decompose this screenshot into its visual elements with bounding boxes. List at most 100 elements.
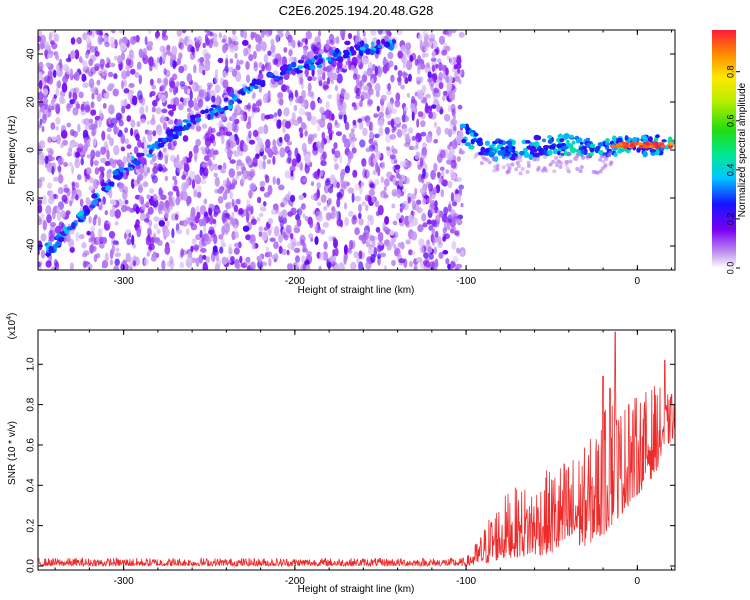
spectrogram-cell <box>320 114 327 121</box>
spectrogram-cell <box>203 225 207 234</box>
spectrogram-ridge-cell <box>105 186 110 191</box>
spectrogram-cell <box>104 223 111 231</box>
spectrogram-ridge-cell <box>644 141 650 146</box>
spectrogram-cell <box>112 88 119 97</box>
spectrogram-ridge-cell <box>334 48 340 54</box>
spectrogram-cell <box>278 32 284 38</box>
spectrogram-cell <box>265 30 271 37</box>
spectrogram-cell <box>56 211 62 221</box>
y-tick-label: 40 <box>26 48 37 60</box>
spectrogram-ridge-cell <box>575 138 581 144</box>
spectrogram-faint-cell <box>607 153 612 158</box>
spectrogram-ridge-cell <box>64 228 70 235</box>
spectrogram-cell <box>74 71 80 82</box>
spectrogram-cell <box>379 116 384 127</box>
spectrogram-cell <box>434 258 439 268</box>
spectrogram-cell <box>269 237 276 243</box>
spectrogram-ridge-cell <box>313 55 319 60</box>
spectrogram-cell <box>57 165 62 173</box>
colorbar-label: Normalized spectral amplitude <box>737 82 748 217</box>
spectrogram-cell <box>96 79 101 86</box>
spectrogram-cell <box>378 126 384 137</box>
spectrogram-cell <box>99 58 105 67</box>
spectrogram-cell <box>226 177 230 187</box>
spectrogram-faint-cell <box>501 165 506 170</box>
spectrogram-faint-cell <box>609 160 614 165</box>
spectrogram-cell <box>131 234 135 246</box>
spectrogram-cell <box>455 263 463 269</box>
spectrogram-cell <box>92 86 99 95</box>
spectrogram-cell <box>114 252 122 258</box>
spectrogram-cell <box>55 87 60 97</box>
spectrogram-cell <box>216 94 220 105</box>
spectrogram-cell <box>419 63 426 70</box>
spectrogram-cell <box>233 247 240 255</box>
spectrogram-cell <box>281 210 285 216</box>
spectrogram-ridge-cell <box>667 136 673 141</box>
spectrogram-cell <box>65 210 71 216</box>
spectrogram-cell <box>387 120 392 126</box>
spectrogram-faint-cell <box>485 158 490 163</box>
spectrogram-cell <box>393 159 398 164</box>
spectrogram-cell <box>326 77 331 85</box>
spectrogram-cell <box>89 244 95 254</box>
spectrogram-cell <box>284 145 291 154</box>
spectrogram-cell <box>229 183 236 190</box>
spectrogram-cell <box>99 30 104 37</box>
spectrogram-faint-cell <box>551 159 556 164</box>
spectrogram-cell <box>374 200 380 208</box>
spectrogram-ridge-cell <box>569 143 574 149</box>
spectrogram-cell <box>229 159 236 164</box>
spectrogram-ridge-cell <box>638 142 643 146</box>
spectrogram-faint-cell <box>554 160 559 165</box>
spectrogram-cell <box>106 134 111 141</box>
spectrogram-cell <box>409 54 414 63</box>
spectrogram-ridge-cell <box>290 61 297 68</box>
spectrogram-cell <box>320 139 325 149</box>
spectrogram-cell <box>277 92 284 99</box>
spectrogram-cell <box>449 56 454 66</box>
spectrogram-cell <box>43 88 49 96</box>
spectrogram-cell <box>418 33 423 42</box>
spectrogram-cell <box>51 136 58 142</box>
spectrogram-cell <box>302 213 306 219</box>
spectrogram-cell <box>226 121 233 132</box>
spectrogram-cell <box>227 213 231 220</box>
spectrogram-cell <box>175 160 182 169</box>
spectrogram-cell <box>304 215 309 222</box>
spectrogram-ridge-cell <box>136 152 143 158</box>
spectrogram-cell <box>213 172 218 178</box>
spectrogram-cell <box>66 122 72 128</box>
spectrogram-cell <box>433 139 439 144</box>
spectrogram-ridge-cell <box>337 56 344 63</box>
spectrogram-cell <box>211 204 215 212</box>
spectrogram-cell <box>48 149 53 159</box>
spectrogram-cell <box>355 87 361 97</box>
spectrogram-cell <box>414 91 418 97</box>
spectrogram-cell <box>90 101 95 109</box>
spectrogram-ridge-cell <box>605 138 610 143</box>
spectrogram-cell <box>368 156 374 167</box>
y-tick-label: 1.0 <box>26 357 37 371</box>
spectrogram-cell <box>71 181 75 191</box>
spectrogram-cell <box>222 43 227 54</box>
spectrogram-cell <box>52 69 57 78</box>
spectrogram-cell <box>86 154 91 159</box>
spectrogram-cell <box>419 187 426 195</box>
spectrogram-cell <box>316 119 323 125</box>
spectrogram-ridge-cell <box>552 148 559 155</box>
spectrogram-cell <box>451 240 457 250</box>
spectrogram-cell <box>78 91 84 99</box>
spectrogram-cell <box>50 122 56 130</box>
spectrogram-cell <box>316 201 322 207</box>
spectrogram-cell <box>281 217 288 224</box>
spectrogram-cell <box>60 210 66 219</box>
spectrogram-cell <box>175 196 181 206</box>
spectrogram-cell <box>233 204 239 213</box>
spectrogram-cell <box>270 38 275 46</box>
spectrogram-cell <box>44 155 49 165</box>
spectrogram-cell <box>38 35 42 42</box>
spectrogram-cell <box>264 114 271 120</box>
spectrogram-cell <box>450 103 456 113</box>
spectrogram-cell <box>352 169 358 178</box>
